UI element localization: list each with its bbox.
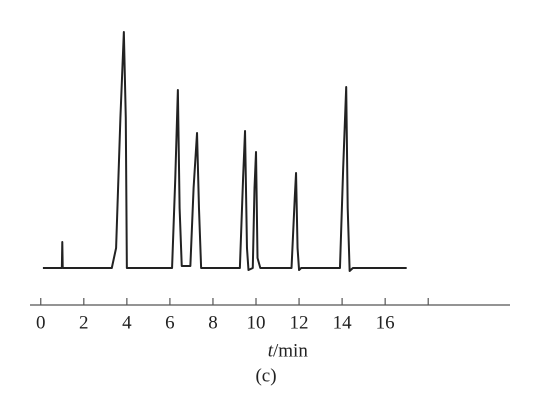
- x-tick-label: 16: [376, 312, 395, 333]
- x-tick-label: 6: [165, 312, 175, 333]
- x-axis-unit: /min: [273, 340, 308, 361]
- chart-title: (c): [255, 365, 276, 386]
- x-tick-label: 2: [79, 312, 89, 333]
- x-tick-label: 12: [290, 312, 309, 333]
- x-tick-label: 0: [36, 312, 46, 333]
- x-tick-label: 4: [122, 312, 132, 333]
- x-tick-label: 10: [247, 312, 266, 333]
- x-axis-variable: t: [268, 340, 274, 361]
- signal-line: [42, 31, 407, 272]
- x-tick-label: 14: [333, 312, 353, 333]
- x-tick-label: 8: [208, 312, 218, 333]
